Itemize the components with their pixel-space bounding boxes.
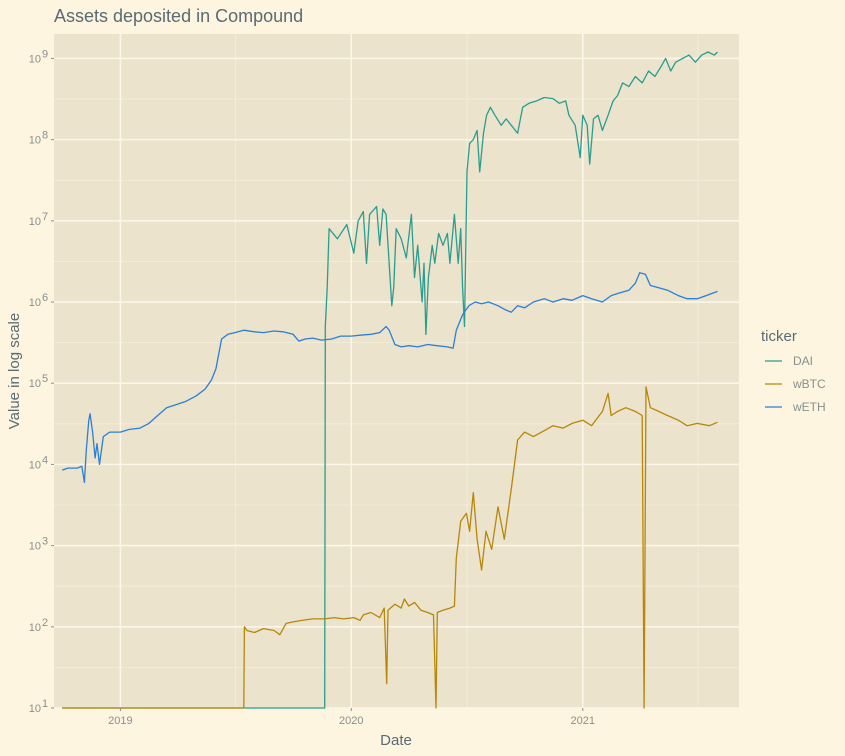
y-tick-label: 10 [29,297,41,309]
y-tick-label: 10 [29,622,41,634]
y-tick-exponent: 9 [42,48,48,60]
chart-title: Assets deposited in Compound [54,6,303,26]
x-tick-label: 2021 [571,715,595,727]
x-tick-label: 2020 [339,715,363,727]
y-tick-label: 10 [29,541,41,553]
series-lines [61,51,718,709]
y-tick-exponent: 8 [42,130,48,142]
legend-label-weth: wETH [792,400,826,414]
y-tick-exponent: 6 [42,292,48,304]
y-tick-label: 10 [29,703,41,715]
y-tick-label: 10 [29,135,41,147]
grid-minor [54,34,739,708]
plot-panel [54,34,739,708]
legend-title: ticker [761,328,797,345]
series-line-weth [61,272,718,484]
grid-major [54,34,739,709]
legend-label-dai: DAI [793,354,813,368]
y-tick-exponent: 2 [42,617,48,629]
y-axis-title: Value in log scale [6,313,23,429]
legend-label-wbtc: wBTC [792,377,826,391]
y-tick-exponent: 7 [42,211,48,223]
y-tick-label: 10 [29,459,41,471]
x-axis: 2019 2020 2021 [108,708,595,727]
series-line-wbtc [62,386,718,709]
y-tick-exponent: 4 [42,454,48,466]
y-tick-label: 10 [29,378,41,390]
y-tick-label: 10 [29,216,41,228]
y-tick-label: 10 [29,53,41,65]
legend: ticker DAI wBTC wETH [761,328,826,414]
x-axis-title: Date [380,732,412,749]
y-tick-exponent: 3 [42,536,48,548]
series-line-dai [62,51,718,709]
y-tick-exponent: 1 [42,698,48,710]
y-tick-exponent: 5 [42,373,48,385]
x-tick-label: 2019 [108,715,132,727]
